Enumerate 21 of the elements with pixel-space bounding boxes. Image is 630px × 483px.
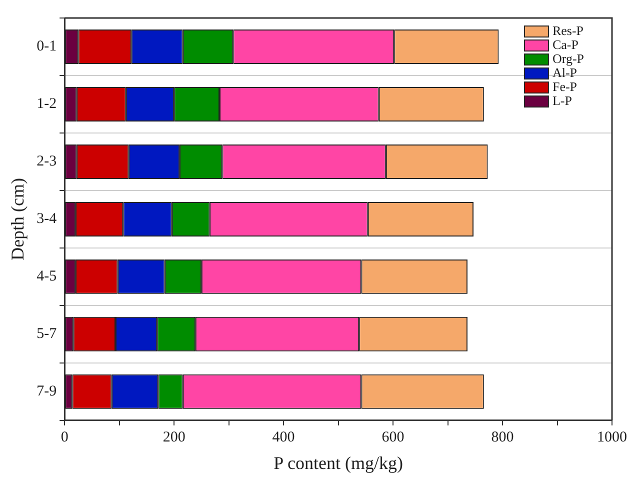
x-tick-label: 600 (382, 429, 404, 446)
legend-label: Res-P (552, 22, 584, 38)
y-tick-label: 4-5 (36, 268, 57, 285)
x-axis-title: P content (mg/kg) (274, 452, 403, 473)
x-tick-label: 0 (60, 429, 68, 446)
y-tick-label: 2-3 (36, 154, 57, 170)
y-tick-label: 7-9 (36, 384, 57, 400)
y-axis-title: Depth (cm) (8, 178, 28, 260)
legend-label: Al-P (552, 64, 578, 80)
y-tick-label: 5-7 (36, 326, 58, 342)
legend-label: L-P (552, 92, 572, 108)
x-tick-label: 200 (162, 429, 186, 446)
x-tick-label: 1000 (597, 429, 627, 446)
x-tick-label: 400 (272, 429, 295, 446)
legend-label: Org-P (552, 50, 584, 66)
legend-label: Fe-P (552, 78, 578, 94)
y-tick-label: 3-4 (36, 211, 58, 228)
y-tick-label: 1-2 (36, 96, 57, 112)
x-tick-label: 800 (491, 429, 514, 446)
y-tick-label: 0-1 (36, 38, 57, 55)
legend-label: Ca-P (552, 36, 578, 52)
